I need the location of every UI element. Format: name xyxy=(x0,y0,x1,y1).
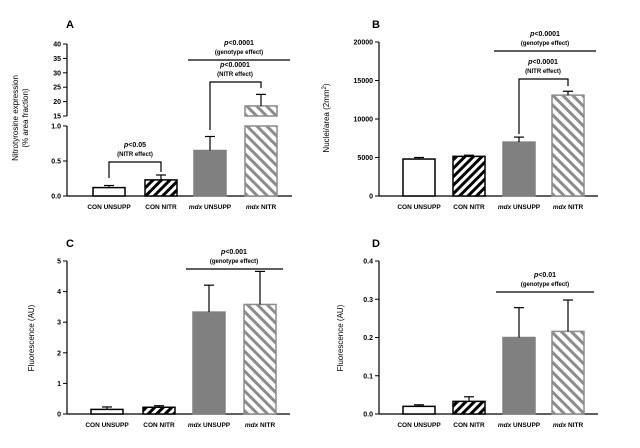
panel-letter-d: D xyxy=(372,238,380,250)
y-tick-label: 3 xyxy=(57,320,61,327)
bracket-nitr-con xyxy=(108,161,162,178)
annotation-genotype-effect: (genotype effect) xyxy=(521,41,569,47)
annotation-mdx-effect: (NITR effect) xyxy=(217,72,253,78)
category-label-2: mdx UNSUPP xyxy=(188,422,231,429)
bar-2 xyxy=(502,141,536,197)
bar-1 xyxy=(142,406,176,415)
category-label-1: CON NITR xyxy=(143,422,175,429)
bar-0 xyxy=(90,408,124,415)
bar-1 xyxy=(144,179,178,197)
annotation-genotype-effect: (genotype effect) xyxy=(210,259,258,265)
category-label-3: mdx NITR xyxy=(553,204,584,211)
bar-1 xyxy=(452,155,486,197)
panel-d-ylabel: Fluorescence (AU) xyxy=(336,304,345,371)
y-tick-label: 25 xyxy=(53,85,61,92)
annotation-genotype-p: p<0.0001 xyxy=(529,31,560,38)
panel-b-chart: 0 5000 10000 15000 20000 CON UNSUPP CON NITR md… xyxy=(354,31,598,211)
panel-c-ylabel: Fluorescence (AU) xyxy=(27,304,36,371)
annotation-genotype-p: p<0.0001 xyxy=(223,40,254,47)
panel-letter-b: B xyxy=(372,19,380,31)
y-tick-label: 0.1 xyxy=(363,373,373,380)
y-tick-label: 1.0 xyxy=(51,124,61,131)
bar-2 xyxy=(502,336,536,415)
annotation-genotype-p: p<0.01 xyxy=(533,272,556,279)
y-tick-label: 0.3 xyxy=(363,297,373,304)
category-label-0: CON UNSUPP xyxy=(85,422,129,429)
category-label-1: CON NITR xyxy=(145,204,177,211)
panel-b-ylabel: Nuclei/area (2mm2) xyxy=(322,83,331,152)
y-tick-label: 20000 xyxy=(354,40,374,47)
y-tick-label: 0.5 xyxy=(51,159,61,166)
category-label-3: mdx NITR xyxy=(245,422,276,429)
panel-a-ylabel-line2: (% area fraction) xyxy=(21,88,30,147)
category-label-2: mdx UNSUPP xyxy=(189,204,232,211)
panel-a-ylabel-line1: Nitrotyrosine expression xyxy=(11,75,20,161)
annotation-con-effect: (NITR effect) xyxy=(117,152,153,158)
bar-3 xyxy=(551,330,585,415)
y-tick-label: 20 xyxy=(53,99,61,106)
annotation-mdx-p: p<0.0001 xyxy=(527,59,558,66)
bar-0 xyxy=(92,186,126,197)
y-tick-label: 0 xyxy=(57,412,61,419)
annotation-mdx-effect: (NITR effect) xyxy=(525,69,561,75)
annotation-genotype-effect: (genotype effect) xyxy=(215,50,263,56)
bar-0 xyxy=(402,158,436,197)
bracket-nitr-mdx xyxy=(209,81,262,130)
y-tick-label: 0.0 xyxy=(363,412,373,419)
y-tick-label: 1 xyxy=(57,381,61,388)
category-label-1: CON NITR xyxy=(453,204,485,211)
category-label-1: CON NITR xyxy=(453,422,485,429)
y-tick-label: 0.0 xyxy=(51,194,61,201)
y-tick-label: 2 xyxy=(57,350,61,357)
annotation-con-p: p<0.05 xyxy=(123,142,146,149)
y-tick-label: 4 xyxy=(57,289,61,296)
category-label-2: mdx UNSUPP xyxy=(498,204,541,211)
bar-3 xyxy=(551,94,585,197)
panel-c-chart: 0 1 2 3 4 5 CON UNSUPP CON NITR mdx UNSUPP mdx NI… xyxy=(57,249,290,429)
bar-2 xyxy=(192,311,226,415)
panel-a-chart: 0.0 0.5 1.0 15 20 25 30 35 40 CON UNSUPP CON NITR m… xyxy=(51,40,292,211)
bar-0 xyxy=(402,405,436,415)
category-label-3: mdx NITR xyxy=(246,204,277,211)
panel-letter-c: C xyxy=(66,238,74,250)
category-label-2: mdx UNSUPP xyxy=(498,422,541,429)
panel-d-chart: 0.0 0.1 0.2 0.3 0.4 CON UNSUPP CON NITR mdx UNS… xyxy=(363,259,598,429)
y-tick-label: 0 xyxy=(369,194,373,201)
category-label-3: mdx NITR xyxy=(553,422,584,429)
bracket-nitr-mdx xyxy=(518,78,569,134)
y-tick-label: 15 xyxy=(53,114,61,121)
annotation-genotype-p: p<0.001 xyxy=(220,249,247,256)
bar-1 xyxy=(452,400,486,415)
category-label-0: CON UNSUPP xyxy=(397,422,441,429)
category-label-0: CON UNSUPP xyxy=(87,204,131,211)
y-tick-label: 5000 xyxy=(357,155,373,162)
bar-3 xyxy=(243,303,277,415)
y-tick-label: 40 xyxy=(53,42,61,49)
bar-3-upper xyxy=(244,105,278,117)
y-tick-label: 5 xyxy=(57,259,61,266)
bar-3-lower xyxy=(244,125,278,197)
y-tick-label: 30 xyxy=(53,70,61,77)
y-tick-label: 0.2 xyxy=(363,335,373,342)
annotation-mdx-p: p<0.0001 xyxy=(219,62,250,69)
y-tick-label: 35 xyxy=(53,56,61,63)
bar-2 xyxy=(193,149,227,197)
panel-letter-a: A xyxy=(66,19,74,31)
y-tick-label: 0.4 xyxy=(363,259,373,266)
category-label-0: CON UNSUPP xyxy=(397,204,441,211)
y-tick-label: 15000 xyxy=(354,78,374,85)
y-tick-label: 10000 xyxy=(354,117,374,124)
annotation-genotype-effect: (genotype effect) xyxy=(521,282,569,288)
